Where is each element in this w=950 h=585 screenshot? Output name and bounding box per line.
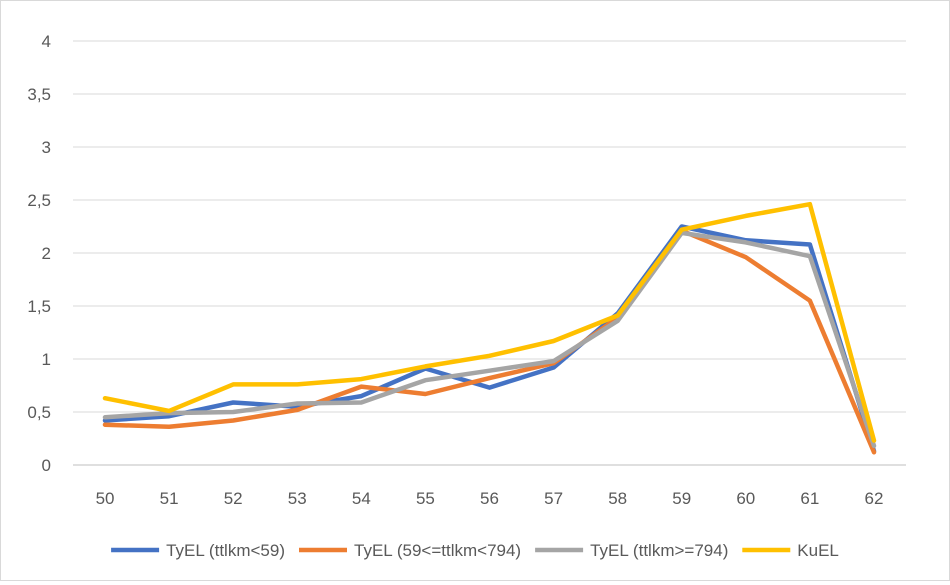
legend-label: KuEL bbox=[797, 541, 839, 560]
legend: TyEL (ttlkm<59) TyEL (59<=ttlkm<794) TyEL … bbox=[111, 541, 839, 560]
y-tick-label: 4 bbox=[42, 32, 51, 51]
x-tick-label: 51 bbox=[160, 489, 179, 508]
legend-label: TyEL (ttlkm>=794) bbox=[590, 541, 728, 560]
legend-item: TyEL (ttlkm>=794) bbox=[535, 541, 728, 560]
y-tick-label: 3,5 bbox=[27, 85, 51, 104]
legend-item: TyEL (59<=ttlkm<794) bbox=[299, 541, 521, 560]
series-line-1 bbox=[102, 224, 877, 454]
x-tick-label: 59 bbox=[672, 489, 691, 508]
x-tick-label: 50 bbox=[96, 489, 115, 508]
y-tick-label: 1,5 bbox=[27, 297, 51, 316]
x-tick-label: 55 bbox=[416, 489, 435, 508]
y-tick-label: 2,5 bbox=[27, 191, 51, 210]
y-tick-label: 0 bbox=[42, 456, 51, 475]
series-line-4 bbox=[102, 201, 877, 443]
legend-item: KuEL bbox=[742, 541, 839, 560]
y-axis-tick-labels: 0 0,5 1 1,5 2 2,5 3 3,5 4 bbox=[27, 32, 51, 475]
y-tick-label: 2 bbox=[42, 244, 51, 263]
legend-item: TyEL (ttlkm<59) bbox=[111, 541, 285, 560]
x-tick-label: 58 bbox=[608, 489, 627, 508]
y-tick-label: 1 bbox=[42, 350, 51, 369]
x-tick-label: 54 bbox=[352, 489, 371, 508]
x-tick-label: 52 bbox=[224, 489, 243, 508]
series-line-2 bbox=[102, 228, 877, 455]
x-tick-label: 61 bbox=[800, 489, 819, 508]
x-tick-label: 57 bbox=[544, 489, 563, 508]
x-tick-label: 53 bbox=[288, 489, 307, 508]
x-tick-label: 60 bbox=[736, 489, 755, 508]
x-tick-label: 62 bbox=[865, 489, 884, 508]
legend-label: TyEL (59<=ttlkm<794) bbox=[354, 541, 521, 560]
series-lines bbox=[102, 201, 877, 455]
x-axis-tick-labels: 50 51 52 53 54 55 56 57 58 59 60 61 62 bbox=[96, 489, 884, 508]
x-tick-label: 56 bbox=[480, 489, 499, 508]
series-line-3 bbox=[102, 230, 877, 449]
legend-label: TyEL (ttlkm<59) bbox=[166, 541, 285, 560]
y-tick-label: 3 bbox=[42, 138, 51, 157]
y-tick-label: 0,5 bbox=[27, 403, 51, 422]
